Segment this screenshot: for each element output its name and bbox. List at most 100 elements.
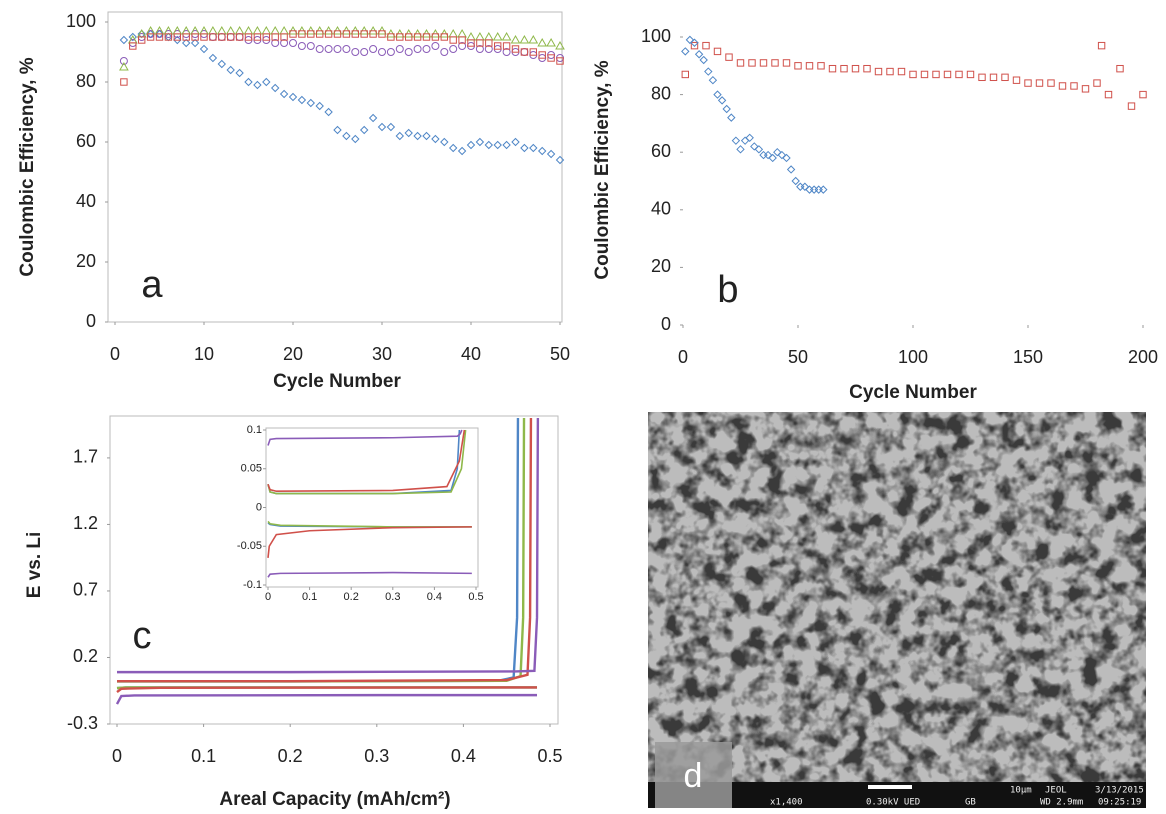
panel-label: d [684, 757, 703, 795]
point [413, 45, 422, 53]
point [1127, 102, 1136, 110]
point [681, 70, 689, 79]
point [422, 131, 431, 141]
point [501, 31, 512, 41]
x-axis-title: Areal Capacity (mAh/cm²) [219, 789, 450, 810]
x-tick-label: 100 [898, 347, 928, 367]
point [413, 33, 422, 41]
x-tick-label: 0 [678, 347, 688, 367]
y-tick-label: 60 [651, 141, 671, 161]
point [262, 33, 271, 41]
point [378, 30, 386, 38]
point [377, 122, 387, 132]
point [537, 37, 548, 47]
point [863, 64, 871, 73]
point [351, 134, 360, 144]
point [226, 65, 235, 75]
line [267, 429, 463, 446]
point [217, 59, 227, 69]
point [386, 122, 396, 132]
info-text: WD 2.9mm [1040, 798, 1083, 808]
point [777, 150, 787, 160]
x-tick-label: 0.2 [278, 746, 303, 766]
point [405, 33, 413, 41]
point [538, 51, 546, 59]
point [351, 30, 360, 38]
point [1116, 64, 1124, 73]
y-tick-label: -0.3 [67, 713, 98, 733]
line [116, 686, 538, 694]
point [773, 147, 782, 157]
point [244, 33, 253, 41]
point [422, 33, 431, 41]
point [120, 78, 128, 86]
point [280, 33, 288, 41]
point [199, 44, 209, 54]
point [387, 33, 395, 41]
point [750, 142, 759, 151]
point [791, 176, 800, 186]
point [943, 70, 952, 79]
point [520, 143, 529, 153]
y-tick-label: -0.1 [243, 579, 262, 591]
point [307, 30, 315, 38]
y-tick-label: 60 [76, 131, 96, 151]
point [458, 36, 466, 44]
point [476, 39, 484, 47]
sem-image-panel: d x1,400 0.30kV UED GB WD 2.9mm 09:25:19… [648, 412, 1146, 808]
point [218, 33, 226, 41]
point [280, 39, 289, 47]
point [235, 33, 244, 41]
point [771, 59, 779, 67]
point [989, 73, 998, 82]
x-tick-label: 0 [265, 591, 271, 603]
point [511, 45, 520, 53]
panel-label: b [717, 269, 738, 311]
point [360, 30, 368, 38]
x-tick-label: 0.5 [537, 746, 562, 766]
point [727, 113, 736, 122]
y-tick-label: 0 [86, 311, 96, 331]
x-tick-label: 40 [461, 344, 481, 364]
line [267, 571, 472, 578]
point [759, 59, 768, 67]
point [1093, 79, 1101, 87]
point [717, 96, 727, 105]
point [227, 33, 235, 41]
point [351, 48, 360, 56]
point [431, 42, 440, 50]
label-box [655, 742, 732, 808]
point [685, 35, 695, 45]
point [457, 146, 467, 156]
point [173, 33, 182, 41]
point [800, 182, 810, 191]
point [736, 59, 745, 67]
point [431, 134, 440, 144]
line [117, 417, 540, 674]
point [191, 33, 199, 41]
point [796, 182, 805, 191]
point [449, 45, 458, 53]
point [449, 36, 457, 44]
point [173, 35, 182, 45]
point [396, 33, 404, 41]
point [681, 47, 690, 56]
point [395, 131, 405, 141]
y-axis-title: Coulombic Efficiency, % [17, 57, 38, 276]
point [333, 45, 342, 53]
point [208, 53, 218, 63]
point [740, 136, 750, 145]
point [190, 38, 200, 48]
point [404, 128, 413, 138]
point [440, 33, 449, 41]
point [694, 50, 704, 59]
point [502, 48, 511, 56]
x-tick-label: 0 [110, 344, 120, 364]
point [146, 33, 155, 41]
chart-panel: -0.1 -0.05 0 0.05 0.1 0 0.1 0.2 0.3 0.4 0.5 [237, 424, 484, 603]
point [342, 45, 351, 53]
point [1012, 76, 1021, 84]
point [316, 30, 324, 38]
inset-frame [265, 427, 479, 588]
line [267, 429, 467, 495]
